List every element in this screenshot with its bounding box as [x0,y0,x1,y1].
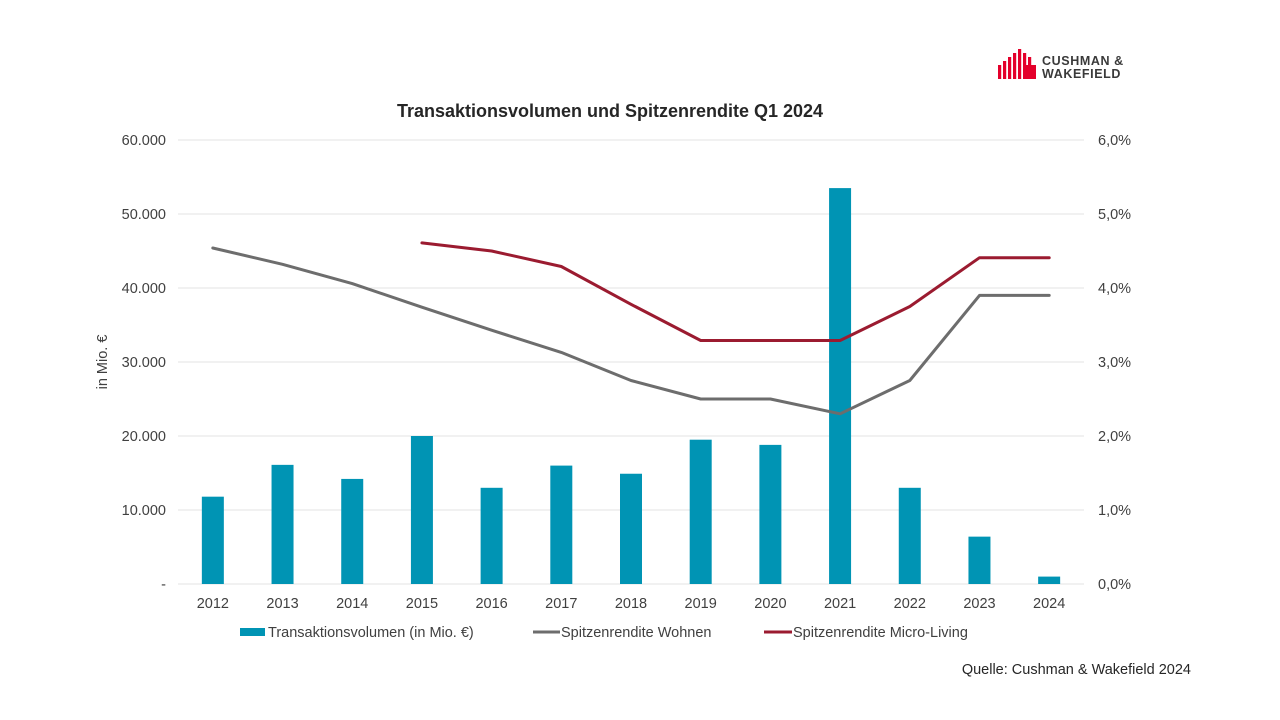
right-tick-label: 1,0% [1098,503,1131,519]
right-axis-ticks: 0,0% 1,0% 2,0% 3,0% 4,0% 5,0% 6,0% [1098,133,1131,593]
x-tick-label: 2017 [545,596,577,612]
brand-bars-icon [998,49,1036,79]
bar-2024 [1038,576,1061,584]
x-tick-label: 2024 [1033,596,1065,612]
left-tick-label: 30.000 [122,355,166,371]
bar-2018 [620,473,642,584]
left-tick-label: 10.000 [122,503,166,519]
brand-bar [1018,49,1022,79]
gridlines [178,139,1084,585]
cushman-wakefield-logo: CUSHMAN & WAKEFIELD [998,49,1124,81]
legend: Transaktionsvolumen (in Mio. €) Spitzenr… [240,625,968,641]
bar-2023 [968,536,991,584]
left-tick-label: 20.000 [122,429,166,445]
right-tick-label: 4,0% [1098,281,1131,297]
bar-2014 [341,478,364,584]
right-tick-label: 2,0% [1098,429,1131,445]
bar-2013 [271,464,294,584]
x-tick-label: 2019 [685,596,717,612]
bar-2021 [829,188,852,584]
x-tick-label: 2022 [894,596,926,612]
x-tick-label: 2020 [754,596,786,612]
bar-2022 [898,487,921,584]
bar-series [201,188,1061,584]
legend-label-yield-residential: Spitzenrendite Wohnen [561,625,711,641]
line-yield-residential [211,246,1051,416]
bar-2017 [550,465,573,584]
x-tick-label: 2018 [615,596,647,612]
brand-bar [1003,61,1007,79]
bar-2016 [480,487,503,584]
legend-label-transaction-volume: Transaktionsvolumen (in Mio. €) [268,625,474,641]
brand-bar [1023,53,1027,79]
brand-block [1026,65,1036,79]
y-axis-label: in Mio. € [95,335,111,390]
brand-bar [998,65,1002,79]
line-series [211,241,1051,416]
legend-label-yield-micro-living: Spitzenrendite Micro-Living [793,625,968,641]
x-tick-label: 2014 [336,596,368,612]
bar-2020 [759,444,782,584]
left-tick-label: 40.000 [122,281,166,297]
right-tick-label: 0,0% [1098,577,1131,593]
x-tick-label: 2012 [197,596,229,612]
brand-bar [1008,57,1012,79]
left-tick-label: 50.000 [122,207,166,223]
x-tick-label: 2021 [824,596,856,612]
right-tick-label: 6,0% [1098,133,1131,149]
left-tick-label: - [161,577,166,593]
right-tick-label: 3,0% [1098,355,1131,371]
chart-title: Transaktionsvolumen und Spitzenrendite Q… [397,101,823,121]
source-note: Quelle: Cushman & Wakefield 2024 [962,662,1191,678]
brand-bar [1013,53,1017,79]
bar-2019 [689,439,712,584]
x-axis-ticks: 2012 2013 2014 2015 2016 2017 2018 2019 2020 2021… [197,596,1066,612]
bar-2015 [410,436,433,584]
x-tick-label: 2015 [406,596,438,612]
right-tick-label: 5,0% [1098,207,1131,223]
x-tick-label: 2013 [266,596,298,612]
brand-line-2: WAKEFIELD [1042,67,1121,81]
brand-line-1: CUSHMAN & [1042,54,1124,68]
left-tick-label: 60.000 [122,133,166,149]
line-yield-micro-living [420,241,1051,342]
left-axis-ticks: - 10.000 20.000 30.000 40.000 50.000 60.000 [122,133,167,593]
legend-swatch-transaction-volume [240,628,265,636]
x-tick-label: 2016 [475,596,507,612]
bar-2012 [201,496,224,584]
x-tick-label: 2023 [963,596,995,612]
